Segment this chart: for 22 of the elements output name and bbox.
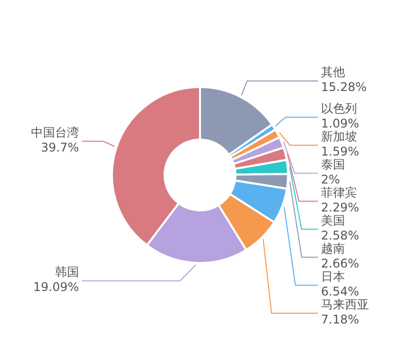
data-label: 2% bbox=[321, 172, 340, 186]
data-label: 1.09% bbox=[321, 116, 360, 130]
data-label: 19.09% bbox=[33, 280, 79, 294]
data-label: 7.18% bbox=[321, 312, 360, 326]
data-label: 6.54% bbox=[321, 284, 360, 298]
data-label: 15.28% bbox=[321, 80, 367, 94]
slice-label: 新加坡 bbox=[321, 129, 357, 144]
slice-label: 其他 bbox=[321, 65, 345, 80]
slice-label: 以色列 bbox=[321, 101, 357, 116]
slice-label: 泰国 bbox=[321, 157, 345, 172]
data-label: 2.66% bbox=[321, 256, 360, 270]
slice-label: 美国 bbox=[321, 213, 345, 228]
slice-label: 菲律宾 bbox=[321, 185, 357, 200]
slice-label: 韩国 bbox=[55, 265, 79, 280]
data-label: 39.7% bbox=[40, 140, 79, 154]
slice-label: 越南 bbox=[321, 241, 345, 256]
data-label: 2.58% bbox=[321, 228, 360, 242]
data-label: 2.29% bbox=[321, 200, 360, 214]
data-label: 1.59% bbox=[321, 144, 360, 158]
slice-label: 中国台湾 bbox=[31, 125, 79, 140]
slice-label: 日本 bbox=[321, 269, 345, 284]
slice-label: 马来西亚 bbox=[321, 297, 369, 312]
